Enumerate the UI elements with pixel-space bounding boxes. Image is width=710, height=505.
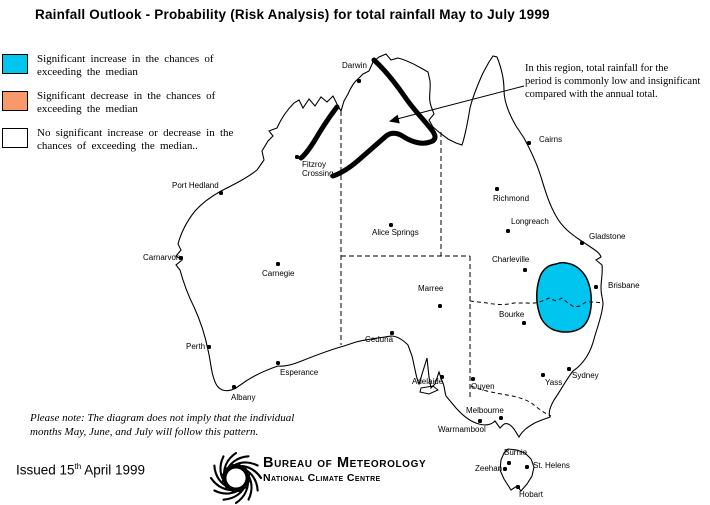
city-dot xyxy=(276,262,280,266)
climate-centre-name: National Climate Centre xyxy=(263,472,381,484)
city-label: Fitzroy Crossing xyxy=(302,160,334,178)
city-dot xyxy=(499,416,503,420)
city-label: Charleville xyxy=(492,255,530,264)
legend-label: Significant increase in the chances of xyxy=(37,53,214,65)
city-label: Alice Springs xyxy=(372,228,419,237)
bureau-name: Bureau of Meteorology xyxy=(263,455,427,471)
city-dot xyxy=(179,256,183,260)
city-dot xyxy=(207,345,211,349)
city-label: Burnie xyxy=(504,448,528,457)
city-dot xyxy=(525,465,529,469)
city-dot xyxy=(390,331,394,335)
city-dot xyxy=(503,467,507,471)
annotation-arrow xyxy=(389,85,525,124)
region-annotation: In this region, total rainfall for the p… xyxy=(525,63,701,100)
city-dot xyxy=(506,229,510,233)
city-label: Melbourne xyxy=(466,406,504,415)
state-borders xyxy=(340,111,604,417)
city-label: Esperance xyxy=(280,368,319,377)
bom-logo-icon xyxy=(209,451,263,505)
city-dot xyxy=(567,367,571,371)
city-dot xyxy=(527,141,531,145)
city-dot xyxy=(507,461,511,465)
page-title: Rainfall Outlook - Probability (Risk Ana… xyxy=(35,7,550,22)
city-dot xyxy=(438,304,442,308)
city-label: Richmond xyxy=(493,194,530,203)
legend-swatch-increase xyxy=(2,54,28,74)
legend-item-increase: Significant increase in the chances of e… xyxy=(2,53,242,78)
city-dot xyxy=(219,191,223,195)
city-label: Sydney xyxy=(572,371,599,380)
city-label: Adelaide xyxy=(412,377,444,386)
australia-coastline xyxy=(175,53,604,439)
city-label: Gladstone xyxy=(589,232,626,241)
city-dot xyxy=(440,375,444,379)
city-label: Ceduna xyxy=(365,335,394,344)
city-label: Zeehan xyxy=(475,464,503,473)
issued-date: Issued 15th April 1999 xyxy=(16,462,146,478)
city-label: Ouyen xyxy=(471,382,495,391)
city-dot xyxy=(276,361,280,365)
city-label: St. Helens xyxy=(533,461,570,470)
city-dot xyxy=(594,285,598,289)
city-label: Hobart xyxy=(519,490,544,499)
city-dot xyxy=(523,268,527,272)
city-dot xyxy=(357,79,361,83)
city-label: Carnegie xyxy=(262,269,295,278)
city-label: Brisbane xyxy=(608,281,640,290)
city-label: Bourke xyxy=(499,310,525,319)
region-boundary-line xyxy=(298,57,438,179)
city-dot xyxy=(580,241,584,245)
city-label: Darwin xyxy=(342,61,367,70)
city-dot xyxy=(471,377,475,381)
legend-label: chances of exceeding the median.. xyxy=(37,139,198,152)
city-label: Yass xyxy=(545,378,563,387)
city-label: Albany xyxy=(231,393,256,402)
city-dot xyxy=(295,155,299,159)
city-dot xyxy=(232,385,236,389)
legend-swatch-no-change xyxy=(2,128,28,148)
city-dot xyxy=(389,223,393,227)
legend-label: No significant increase or decrease in t… xyxy=(37,127,234,139)
city-dot xyxy=(522,321,526,325)
city-label: Carnarvon xyxy=(143,253,181,262)
legend-item-decrease: Significant decrease in the chances of e… xyxy=(2,90,242,115)
legend-swatch-decrease xyxy=(2,91,28,111)
city-label: Marree xyxy=(418,284,444,293)
city-label: Cairns xyxy=(539,135,563,144)
tasmania-coastline xyxy=(499,448,535,492)
city-label: Port Hedland xyxy=(172,181,219,190)
kangaroo-island xyxy=(419,385,439,395)
legend: Significant increase in the chances of e… xyxy=(2,53,242,164)
city-dot xyxy=(516,485,520,489)
city-dot xyxy=(541,373,545,377)
risk-region xyxy=(536,261,592,333)
city-label: Longreach xyxy=(511,217,549,226)
legend-label: Significant decrease in the chances of xyxy=(37,90,216,102)
city-dot xyxy=(495,187,499,191)
city-dot xyxy=(478,419,482,423)
legend-item-no-change: No significant increase or decrease in t… xyxy=(2,127,242,152)
city-label: Warrnambool xyxy=(438,425,486,434)
legend-label: exceeding the median xyxy=(37,65,138,78)
footnote: Please note: The diagram does not imply … xyxy=(30,412,295,438)
legend-label: exceeding the median xyxy=(37,102,138,115)
city-label: Perth xyxy=(186,342,206,351)
